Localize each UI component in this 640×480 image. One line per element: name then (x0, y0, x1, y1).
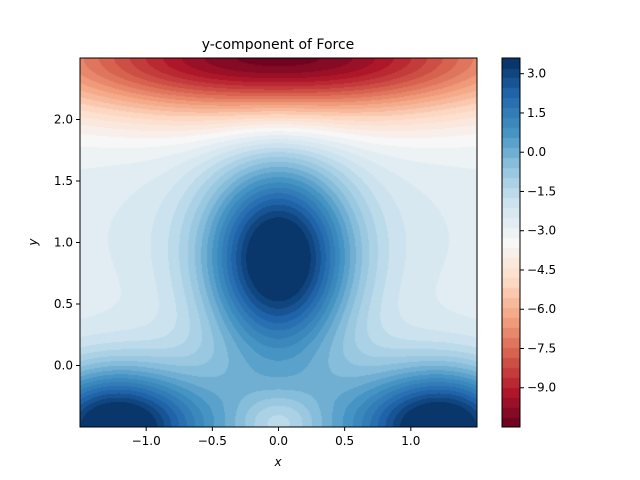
colorbar-gradient (502, 58, 520, 427)
y-tick-label: 1.0 (54, 236, 73, 250)
contour-field (80, 58, 477, 427)
colorbar: 3.0 1.5 0.0 −1.5 −3.0 −4.5 −6.0 −7.5 −9.0 (502, 58, 556, 427)
x-axis: −1.0 −0.5 0.0 0.5 1.0 (132, 427, 421, 448)
colorbar-tick-label: −4.5 (527, 263, 556, 277)
colorbar-tick-label: −6.0 (527, 302, 556, 316)
colorbar-tick-label: −9.0 (527, 381, 556, 395)
chart-title: y-component of Force (202, 37, 355, 53)
y-tick-label: 0.0 (54, 359, 73, 373)
x-tick-label: 0.5 (335, 434, 354, 448)
x-axis-label: x (273, 455, 282, 469)
colorbar-ticks: 3.0 1.5 0.0 −1.5 −3.0 −4.5 −6.0 −7.5 −9.0 (520, 67, 556, 395)
plot-area (80, 58, 477, 427)
y-tick-label: 1.5 (54, 174, 73, 188)
colorbar-tick-label: 3.0 (527, 67, 546, 81)
colorbar-tick-label: 1.5 (527, 106, 546, 120)
colorbar-tick-label: −3.0 (527, 224, 556, 238)
colorbar-tick-label: −1.5 (527, 184, 556, 198)
y-axis-label: y (26, 238, 40, 247)
colorbar-tick-label: 0.0 (527, 145, 546, 159)
x-tick-label: 0.0 (269, 434, 288, 448)
x-tick-label: −1.0 (132, 434, 161, 448)
y-axis: 0.0 0.5 1.0 1.5 2.0 (54, 113, 80, 373)
y-tick-label: 2.0 (54, 113, 73, 127)
y-tick-label: 0.5 (54, 297, 73, 311)
x-tick-label: 1.0 (401, 434, 420, 448)
x-tick-label: −0.5 (198, 434, 227, 448)
colorbar-tick-label: −7.5 (527, 341, 556, 355)
